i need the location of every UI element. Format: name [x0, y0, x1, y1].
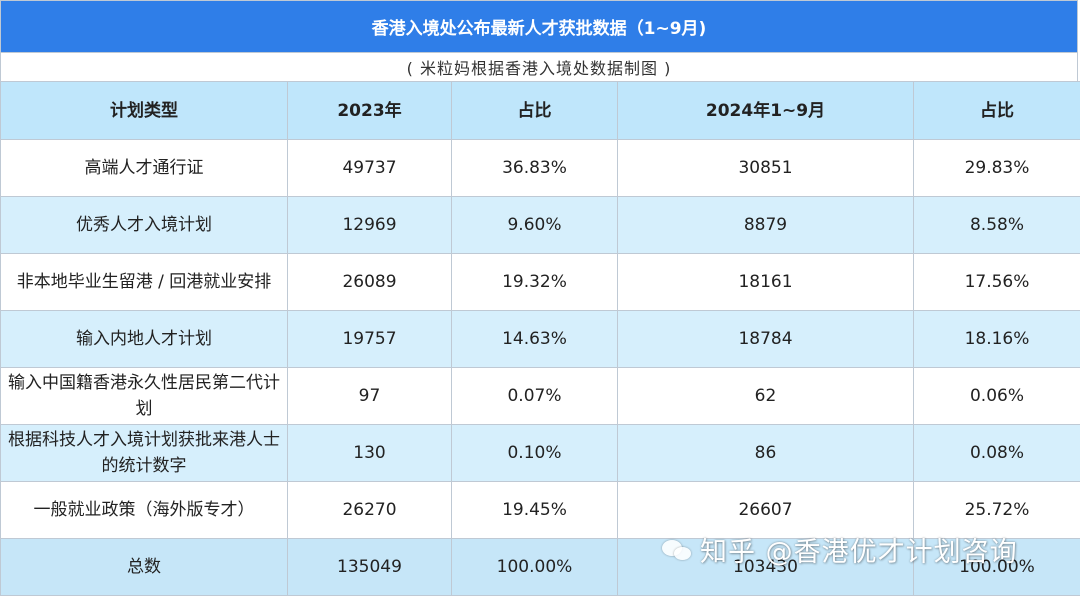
table-row: 根据科技人才入境计划获批来港人士的统计数字 130 0.10% 86 0.08%: [1, 425, 1080, 482]
cell-scheme: 非本地毕业生留港 / 回港就业安排: [1, 254, 288, 311]
cell-total-2024: 103430: [618, 539, 914, 596]
cell-share-2023: 0.10%: [452, 425, 618, 482]
cell-share-2023: 19.45%: [452, 482, 618, 539]
col-header-share-2023: 占比: [452, 82, 618, 140]
cell-2023: 19757: [288, 311, 452, 368]
col-header-2024: 2024年1~9月: [618, 82, 914, 140]
table-subtitle: ( 米粒妈根据香港入境处数据制图 ): [0, 53, 1078, 81]
col-header-2023: 2023年: [288, 82, 452, 140]
table-row: 优秀人才入境计划 12969 9.60% 8879 8.58%: [1, 197, 1080, 254]
cell-share-2024: 0.08%: [914, 425, 1080, 482]
col-header-scheme: 计划类型: [1, 82, 288, 140]
cell-2023: 12969: [288, 197, 452, 254]
table-title: 香港入境处公布最新人才获批数据（1~9月): [0, 0, 1078, 53]
talent-approval-table: 计划类型 2023年 占比 2024年1~9月 占比 高端人才通行证 49737…: [0, 81, 1080, 596]
cell-share-2024: 8.58%: [914, 197, 1080, 254]
cell-share-2023: 9.60%: [452, 197, 618, 254]
cell-share-2023: 0.07%: [452, 368, 618, 425]
cell-2023: 97: [288, 368, 452, 425]
cell-share-2024: 0.06%: [914, 368, 1080, 425]
cell-2024: 26607: [618, 482, 914, 539]
cell-share-2023: 14.63%: [452, 311, 618, 368]
cell-scheme: 输入中国籍香港永久性居民第二代计划: [1, 368, 288, 425]
table-row: 高端人才通行证 49737 36.83% 30851 29.83%: [1, 140, 1080, 197]
cell-share-2023: 36.83%: [452, 140, 618, 197]
col-header-share-2024: 占比: [914, 82, 1080, 140]
table-title-text: 香港入境处公布最新人才获批数据（1~9月): [372, 14, 707, 39]
cell-share-2024: 18.16%: [914, 311, 1080, 368]
cell-scheme: 一般就业政策（海外版专才）: [1, 482, 288, 539]
table-header-row: 计划类型 2023年 占比 2024年1~9月 占比: [1, 82, 1080, 140]
cell-total-share-2023: 100.00%: [452, 539, 618, 596]
cell-2023: 26089: [288, 254, 452, 311]
table-total-row: 总数 135049 100.00% 103430 100.00%: [1, 539, 1080, 596]
cell-total-2023: 135049: [288, 539, 452, 596]
cell-2024: 8879: [618, 197, 914, 254]
cell-2024: 18784: [618, 311, 914, 368]
table-row: 非本地毕业生留港 / 回港就业安排 26089 19.32% 18161 17.…: [1, 254, 1080, 311]
cell-2024: 86: [618, 425, 914, 482]
cell-2024: 18161: [618, 254, 914, 311]
cell-scheme: 优秀人才入境计划: [1, 197, 288, 254]
cell-share-2024: 25.72%: [914, 482, 1080, 539]
cell-2023: 26270: [288, 482, 452, 539]
table-row: 输入中国籍香港永久性居民第二代计划 97 0.07% 62 0.06%: [1, 368, 1080, 425]
cell-share-2024: 17.56%: [914, 254, 1080, 311]
cell-2023: 49737: [288, 140, 452, 197]
table-row: 一般就业政策（海外版专才） 26270 19.45% 26607 25.72%: [1, 482, 1080, 539]
cell-total-share-2024: 100.00%: [914, 539, 1080, 596]
table-row: 输入内地人才计划 19757 14.63% 18784 18.16%: [1, 311, 1080, 368]
cell-scheme: 根据科技人才入境计划获批来港人士的统计数字: [1, 425, 288, 482]
cell-2024: 30851: [618, 140, 914, 197]
cell-scheme: 高端人才通行证: [1, 140, 288, 197]
table-subtitle-text: ( 米粒妈根据香港入境处数据制图 ): [407, 55, 672, 79]
cell-2023: 130: [288, 425, 452, 482]
cell-share-2024: 29.83%: [914, 140, 1080, 197]
cell-scheme: 输入内地人才计划: [1, 311, 288, 368]
cell-2024: 62: [618, 368, 914, 425]
cell-share-2023: 19.32%: [452, 254, 618, 311]
cell-total-label: 总数: [1, 539, 288, 596]
